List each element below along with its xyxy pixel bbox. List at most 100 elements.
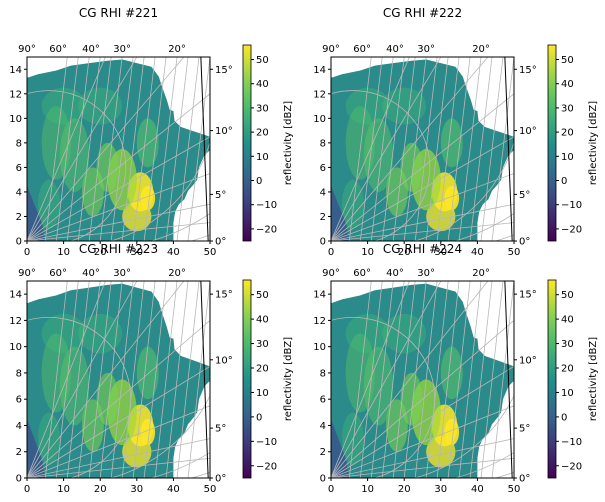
grid-line — [469, 281, 493, 478]
colorbar-tick-label: −10 — [561, 437, 582, 448]
grid-line — [447, 281, 471, 478]
grid-line — [55, 57, 79, 241]
elevation-ray — [331, 93, 514, 241]
colorbar — [242, 44, 252, 242]
grid-line — [121, 281, 145, 478]
elevation-ray — [331, 136, 514, 241]
x-tick-label: 30 — [130, 484, 143, 495]
y-tick-label: 12 — [9, 316, 22, 327]
weak-echo — [331, 185, 350, 241]
grid-line — [121, 57, 145, 241]
echo-cell — [41, 313, 86, 354]
grid-line — [436, 57, 460, 241]
x-tick-label: 50 — [204, 247, 217, 258]
range-ring — [27, 316, 132, 478]
colorbar-tick-label: 0 — [256, 176, 262, 187]
grid-line — [458, 57, 482, 241]
colorbar — [547, 279, 557, 479]
grid-line — [110, 57, 134, 241]
colorbar-tick-label: 20 — [256, 128, 269, 139]
weak-echo — [27, 418, 46, 478]
x-tick-label: 40 — [471, 247, 484, 258]
azimuth-tick-label: 20° — [168, 44, 186, 55]
elevation-ray — [331, 203, 514, 241]
x-tick-label: 20 — [398, 484, 411, 495]
grid-line — [370, 57, 394, 241]
max-range-line — [504, 280, 513, 479]
elevation-ray — [331, 366, 514, 478]
colorbar-label: reflectivity [dBZ] — [588, 337, 599, 421]
y-tick-label: 2 — [320, 212, 326, 223]
axes-frame — [330, 56, 515, 242]
grid-line — [55, 281, 79, 478]
elevation-ray — [27, 93, 210, 241]
azimuth-tick-label: 40° — [82, 268, 100, 279]
colorbar-label: reflectivity [dBZ] — [588, 101, 599, 185]
colorbar-tick-label: 0 — [561, 412, 567, 423]
elevation-ray — [27, 57, 106, 241]
elevation-ray — [331, 57, 489, 241]
echo-cell — [41, 87, 86, 125]
echo-cell — [78, 313, 123, 354]
echo-cell — [385, 399, 408, 452]
y-tick-label: 0 — [320, 237, 326, 248]
azimuth-tick-label: 40° — [82, 44, 100, 55]
panel-title: CG RHI #222 — [383, 6, 462, 20]
grid-line — [44, 281, 68, 478]
max-range-line — [200, 280, 209, 479]
grid-line — [66, 281, 90, 478]
colorbar-tick-label: 40 — [561, 79, 574, 90]
x-tick-label: 40 — [167, 484, 180, 495]
elevation-tick-label: 10° — [519, 126, 537, 137]
range-ring — [331, 316, 436, 478]
colorbar-tick-label: 50 — [256, 55, 269, 66]
colorbar-label: reflectivity [dBZ] — [283, 337, 294, 421]
elevation-ray — [27, 281, 185, 478]
panel-title: CG RHI #224 — [383, 242, 462, 256]
panel-title: CG RHI #221 — [79, 6, 158, 20]
colorbar-tick-label: 20 — [561, 128, 574, 139]
grid-line — [370, 281, 394, 478]
y-tick-label: 0 — [16, 474, 22, 485]
grid-line — [414, 281, 438, 478]
colorbar-label: reflectivity [dBZ] — [283, 101, 294, 185]
elevation-ray — [331, 57, 442, 241]
elevation-ray — [27, 438, 210, 478]
x-tick-label: 0 — [328, 247, 334, 258]
x-tick-label: 40 — [167, 247, 180, 258]
elevation-ray — [27, 366, 210, 478]
y-tick-label: 4 — [320, 421, 326, 432]
y-tick-label: 8 — [320, 138, 326, 149]
x-tick-label: 10 — [361, 247, 374, 258]
elevation-tick-label: 5° — [215, 424, 226, 435]
y-tick-label: 10 — [313, 114, 326, 125]
grid-line — [414, 57, 438, 241]
echo-cell — [385, 167, 408, 217]
grid-line — [154, 57, 178, 241]
y-tick-label: 4 — [16, 421, 22, 432]
elevation-ray — [27, 457, 210, 478]
max-range-line — [200, 56, 209, 242]
colorbar-tick-label: 30 — [561, 339, 574, 350]
grid-line — [132, 281, 156, 478]
azimuth-tick-label: 20° — [472, 44, 490, 55]
grid-overlay — [331, 57, 514, 241]
y-tick-label: 12 — [9, 89, 22, 100]
azimuth-tick-label: 90° — [18, 44, 36, 55]
grid-line — [165, 57, 189, 241]
range-ring — [111, 57, 210, 241]
echo-cell — [78, 87, 123, 125]
y-tick-label: 6 — [320, 395, 326, 406]
colorbar-tick-label: 30 — [256, 103, 269, 114]
echo-cell — [345, 333, 375, 413]
grid-line — [491, 57, 514, 241]
azimuth-tick-label: 20° — [472, 268, 490, 279]
colorbar-tick-label: 10 — [256, 388, 269, 399]
weak-echo — [331, 418, 350, 478]
elevation-ray — [27, 57, 185, 241]
echo-cell — [81, 167, 104, 217]
range-ring — [415, 394, 514, 478]
colorbar — [547, 44, 557, 242]
y-tick-label: 8 — [16, 368, 22, 379]
